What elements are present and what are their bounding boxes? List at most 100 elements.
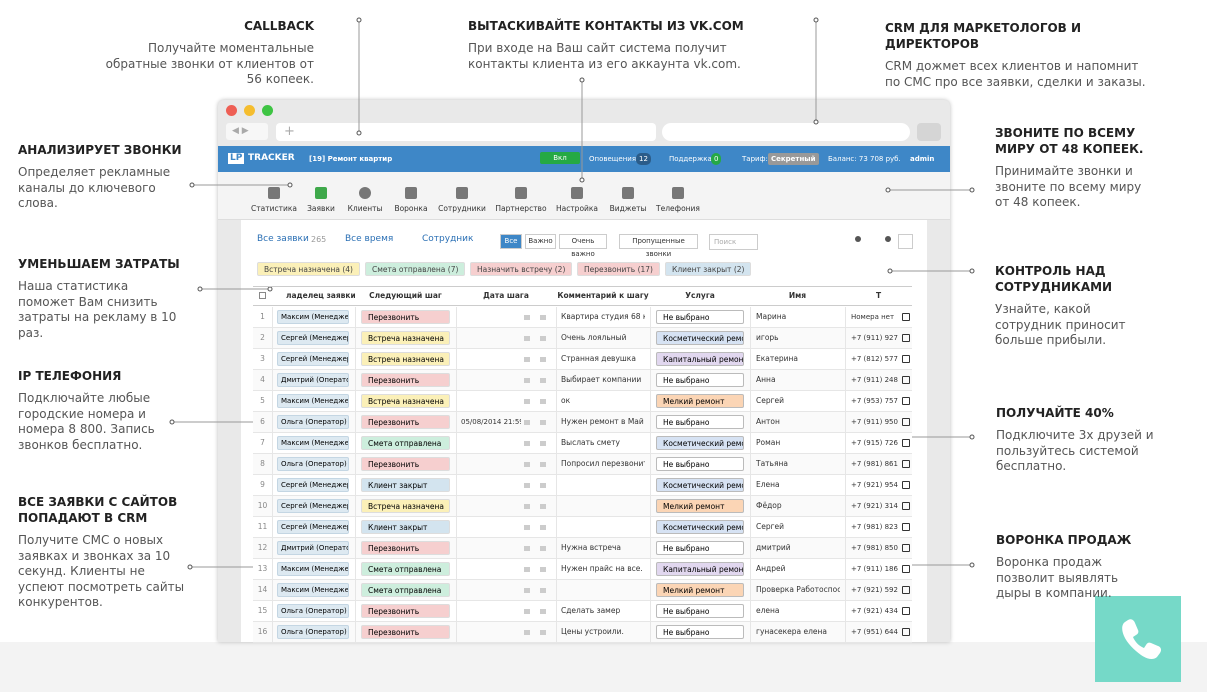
step-select[interactable]: Перезвонить bbox=[361, 415, 450, 429]
nav-item[interactable]: Статистика bbox=[251, 204, 297, 213]
col-sep bbox=[355, 517, 356, 538]
step-select[interactable]: Встреча назначена bbox=[361, 352, 450, 366]
nav-item[interactable]: Виджеты bbox=[609, 204, 647, 213]
row-icons bbox=[524, 588, 546, 593]
col-sep bbox=[556, 433, 557, 454]
col-sep bbox=[456, 517, 457, 538]
service-select[interactable]: Не выбрано bbox=[656, 415, 744, 429]
filter[interactable]: Все заявки bbox=[257, 234, 309, 244]
col-sep bbox=[750, 391, 751, 412]
step-select[interactable]: Перезвонить bbox=[361, 541, 450, 555]
col-sep bbox=[456, 328, 457, 349]
step-select[interactable]: Встреча назначена bbox=[361, 331, 450, 345]
search-bar[interactable] bbox=[662, 123, 910, 141]
step-select[interactable]: Перезвонить bbox=[361, 604, 450, 618]
step-select[interactable]: Перезвонить bbox=[361, 457, 450, 471]
phone: Номера нет bbox=[851, 313, 895, 321]
col-sep bbox=[845, 559, 846, 580]
nav-item[interactable]: Сотрудники bbox=[438, 204, 486, 213]
missed-button[interactable]: Пропущенные звонки bbox=[619, 234, 698, 258]
service-select[interactable]: Не выбрано bbox=[656, 541, 744, 555]
service-select[interactable]: Мелкий ремонт bbox=[656, 394, 744, 408]
service-select[interactable]: Не выбрано bbox=[656, 625, 744, 639]
service-select[interactable]: Косметический ремс bbox=[656, 520, 744, 534]
logo-text: TRACKER bbox=[248, 153, 295, 163]
owner-tag: Сергей (Менеджер) bbox=[277, 520, 349, 534]
step-select[interactable]: Клиент закрыт bbox=[361, 520, 450, 534]
filter-button[interactable]: Очень важно bbox=[559, 234, 607, 258]
service-select[interactable]: Не выбрано bbox=[656, 457, 744, 471]
leader-dot bbox=[267, 286, 273, 292]
callout: ВОРОНКА ПРОДАЖ Воронка продаж позволит вы… bbox=[996, 532, 1136, 602]
ext-button[interactable] bbox=[917, 123, 941, 141]
step-select[interactable]: Смета отправлена bbox=[361, 583, 450, 597]
call-widget[interactable] bbox=[1095, 596, 1181, 682]
edit-icon bbox=[902, 439, 910, 447]
service-select[interactable]: Косметический ремс bbox=[656, 331, 744, 345]
callout-text: Подключите 3х друзей и пользуйтесь систе… bbox=[996, 428, 1154, 473]
nav-item[interactable]: Воронка bbox=[394, 204, 428, 213]
step-select[interactable]: Клиент закрыт bbox=[361, 478, 450, 492]
tag: Клиент закрыт (2) bbox=[665, 262, 752, 276]
filter[interactable]: Все время bbox=[345, 234, 394, 244]
step-select[interactable]: Смета отправлена bbox=[361, 562, 450, 576]
nav-item[interactable]: Заявки bbox=[307, 204, 335, 213]
col-sep bbox=[650, 496, 651, 517]
filter-button[interactable]: Важно bbox=[525, 234, 556, 249]
col-sep bbox=[355, 307, 356, 328]
service-select[interactable]: Капитальный ремонт bbox=[656, 562, 744, 576]
col-sep bbox=[556, 328, 557, 349]
step-select[interactable]: Встреча назначена bbox=[361, 499, 450, 513]
toggle[interactable]: Вкл bbox=[540, 152, 580, 164]
step-select[interactable]: Встреча назначена bbox=[361, 394, 450, 408]
callout: ВЫТАСКИВАЙТЕ КОНТАКТЫ ИЗ VK.COM При входе… bbox=[468, 18, 748, 72]
search-input[interactable]: Поиск bbox=[709, 234, 758, 250]
service-select[interactable]: Косметический ремс bbox=[656, 436, 744, 450]
nav-item[interactable]: Телефония bbox=[656, 204, 700, 213]
service-select[interactable]: Не выбрано bbox=[656, 373, 744, 387]
service-select[interactable]: Косметический ремс bbox=[656, 478, 744, 492]
column-header: Имя bbox=[788, 291, 807, 300]
service-select[interactable]: Не выбрано bbox=[656, 604, 744, 618]
col-sep bbox=[845, 580, 846, 601]
filter-count: 265 bbox=[311, 235, 327, 244]
callout-title: ЗВОНИТЕ ПО ВСЕМУ МИРУ ОТ 48 КОПЕЕК. bbox=[995, 126, 1144, 156]
owner-tag: Ольга (Оператор) bbox=[277, 457, 349, 471]
edit-icon bbox=[902, 418, 910, 426]
comment: Квартира студия 68 ка bbox=[561, 312, 645, 321]
address-bar[interactable]: + bbox=[276, 123, 656, 141]
filter-button[interactable]: Все bbox=[500, 234, 522, 249]
service-select[interactable]: Не выбрано bbox=[656, 310, 744, 324]
nav-item[interactable]: Настройка bbox=[555, 204, 599, 213]
step-select[interactable]: Перезвонить bbox=[361, 625, 450, 639]
leader-dot bbox=[969, 562, 975, 568]
service-select[interactable]: Капитальный ремонт bbox=[656, 352, 744, 366]
nav-item[interactable]: Клиенты bbox=[347, 204, 383, 213]
nav-item[interactable]: Партнерство bbox=[495, 204, 547, 213]
col-sep bbox=[845, 370, 846, 391]
col-sep bbox=[556, 622, 557, 643]
owner-tag: Ольга (Оператор) bbox=[277, 625, 349, 639]
app-header bbox=[218, 146, 950, 172]
callout-text: Получайте моментальные обратные звонки о… bbox=[105, 41, 314, 86]
col-sep bbox=[750, 601, 751, 622]
callout-title: CALLBACK bbox=[244, 19, 314, 33]
col-sep bbox=[845, 538, 846, 559]
phone: +7 (911) 927 bbox=[851, 334, 898, 342]
col-sep bbox=[355, 433, 356, 454]
col-sep bbox=[355, 370, 356, 391]
nav-buttons[interactable]: ◀ ▶ bbox=[226, 123, 268, 140]
step-select[interactable]: Перезвонить bbox=[361, 373, 450, 387]
step-select[interactable]: Перезвонить bbox=[361, 310, 450, 324]
phone: +7 (981) 861 bbox=[851, 460, 898, 468]
col-sep bbox=[355, 475, 356, 496]
filter[interactable]: Сотрудник bbox=[422, 234, 474, 244]
service-select[interactable]: Мелкий ремонт bbox=[656, 499, 744, 513]
col-sep bbox=[750, 349, 751, 370]
service-select[interactable]: Мелкий ремонт bbox=[656, 583, 744, 597]
col-sep bbox=[272, 559, 273, 580]
row-icons bbox=[524, 546, 546, 551]
row-icons bbox=[524, 609, 546, 614]
step-select[interactable]: Смета отправлена bbox=[361, 436, 450, 450]
